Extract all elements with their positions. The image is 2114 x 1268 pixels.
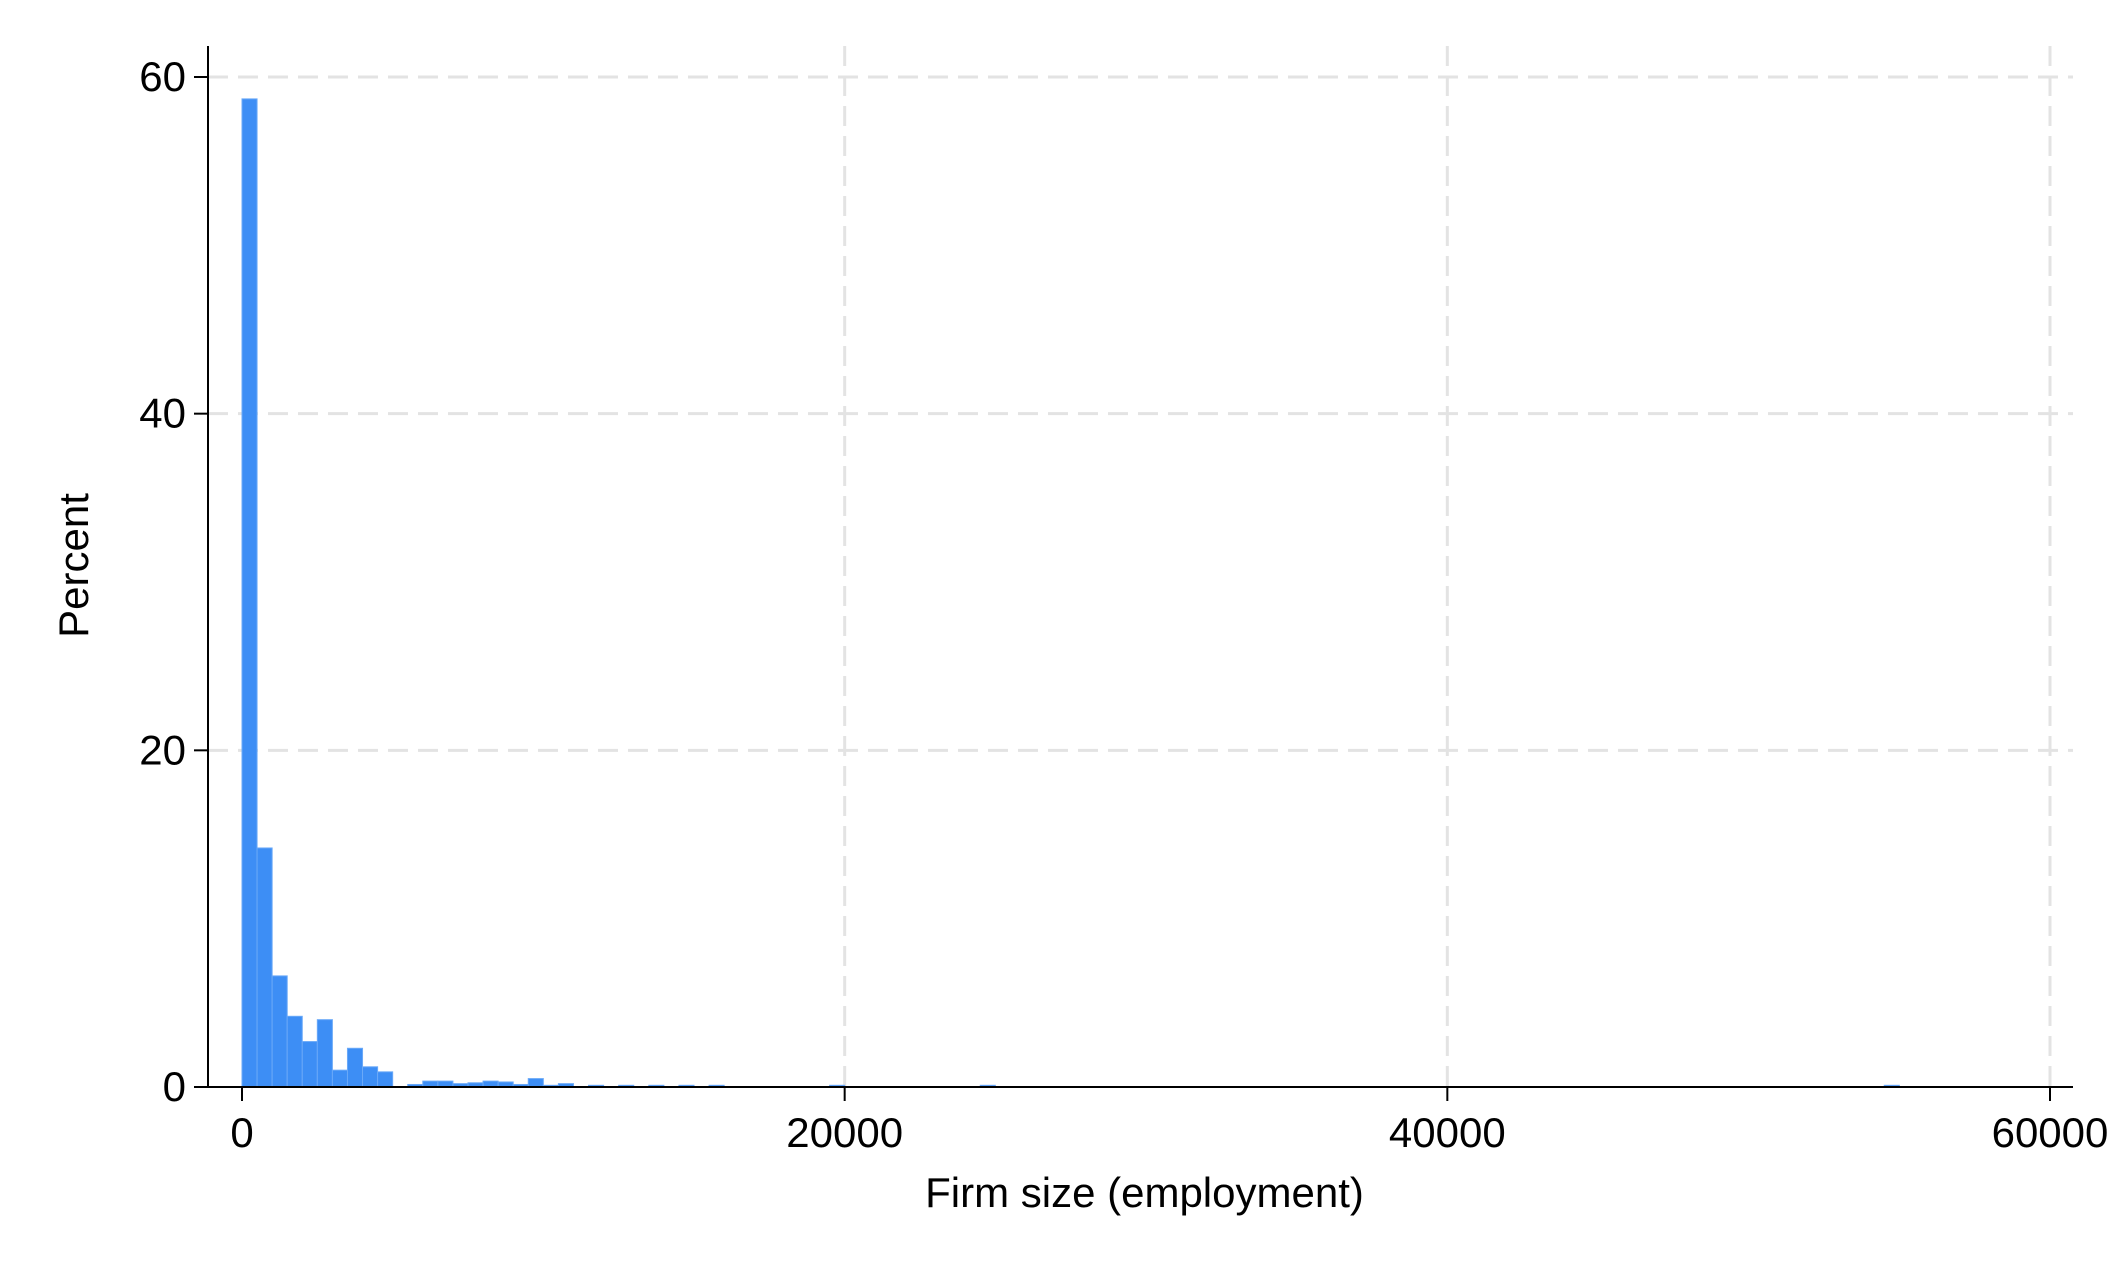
x-tick-label: 60000	[1992, 1109, 2109, 1156]
histogram-bar	[377, 1071, 394, 1088]
axes	[207, 46, 2073, 1088]
histogram-bar	[286, 1015, 303, 1088]
histogram-bar	[271, 975, 288, 1088]
x-tick-label: 0	[230, 1109, 253, 1156]
x-axis-title: Firm size (employment)	[925, 1169, 1364, 1216]
histogram-bar	[527, 1078, 544, 1088]
y-tick-label: 40	[139, 390, 186, 437]
histogram-bars	[241, 98, 1900, 1088]
histogram-bar	[256, 847, 273, 1088]
histogram-bar	[241, 98, 258, 1088]
histogram-bar	[301, 1041, 318, 1088]
y-tick-label: 60	[139, 53, 186, 100]
y-axis-title: Percent	[50, 493, 97, 638]
y-tick-label: 20	[139, 726, 186, 773]
axis-ticks: 0 20 40 60 0 20000 40000 60000	[139, 53, 2108, 1156]
histogram-bar	[362, 1066, 379, 1088]
y-tick-label: 0	[163, 1063, 186, 1110]
histogram-bar	[331, 1069, 348, 1088]
histogram-bar	[316, 1019, 333, 1088]
x-tick-label: 20000	[786, 1109, 903, 1156]
x-tick-label: 40000	[1389, 1109, 1506, 1156]
histogram-bar	[346, 1047, 364, 1088]
gridlines	[208, 46, 2073, 1087]
